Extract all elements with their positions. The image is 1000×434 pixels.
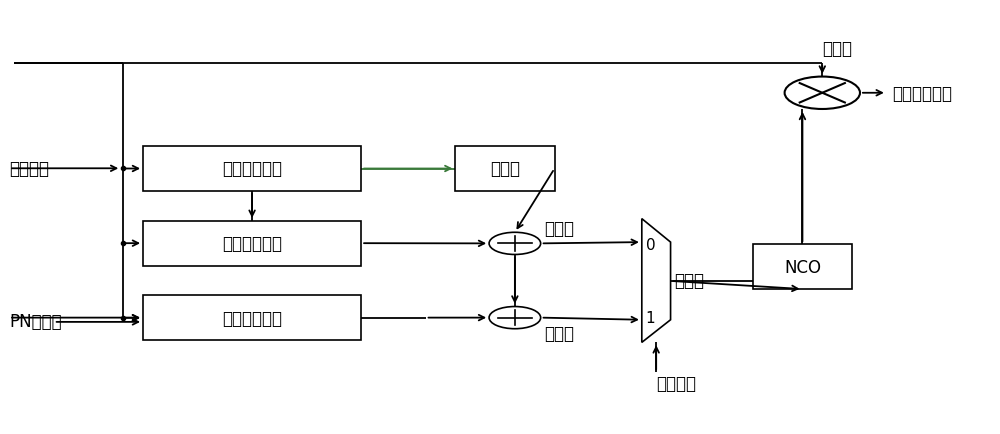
Bar	[753, 245, 852, 289]
Bar	[143, 147, 361, 191]
Text: 频率补偿估计: 频率补偿估计	[222, 160, 282, 178]
Text: 累加器: 累加器	[490, 160, 520, 178]
Text: 乘法器: 乘法器	[822, 40, 852, 58]
Text: 1: 1	[646, 310, 655, 326]
Text: 加法器: 加法器	[545, 220, 575, 237]
Bar	[143, 296, 361, 340]
Text: 模式选择: 模式选择	[656, 374, 696, 392]
Text: 补偿后的数据: 补偿后的数据	[892, 85, 952, 102]
Circle shape	[785, 77, 860, 110]
Text: 加法器: 加法器	[545, 324, 575, 342]
Text: 初始相位估计: 初始相位估计	[222, 235, 282, 253]
Text: 0: 0	[646, 237, 655, 252]
Text: 数据输入: 数据输入	[9, 160, 49, 178]
Text: 选择器: 选择器	[675, 272, 705, 290]
Circle shape	[489, 307, 541, 329]
Bar	[143, 221, 361, 266]
Text: 相位误差跟踪: 相位误差跟踪	[222, 309, 282, 327]
Bar	[455, 147, 555, 191]
Polygon shape	[642, 219, 671, 342]
Circle shape	[489, 233, 541, 255]
Text: NCO: NCO	[784, 258, 821, 276]
Text: PN码序列: PN码序列	[9, 312, 62, 330]
